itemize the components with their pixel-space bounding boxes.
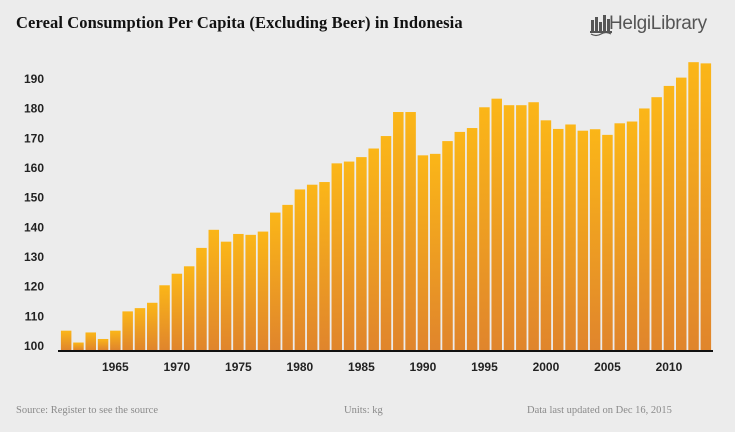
bars-group — [60, 62, 712, 351]
helgi-library-logo[interactable] — [590, 11, 728, 37]
bar-2009[interactable] — [651, 97, 662, 350]
bar-1974[interactable] — [220, 241, 232, 350]
bar-1984[interactable] — [343, 161, 355, 350]
bar-1973[interactable] — [208, 229, 220, 350]
last-updated-note: Data last updated on Dec 16, 2015 — [527, 405, 672, 416]
bar-1982[interactable] — [319, 182, 330, 350]
library-icon — [590, 15, 612, 37]
x-tick-label: 2005 — [594, 360, 621, 374]
y-tick-label: 120 — [24, 280, 44, 294]
bar-1990[interactable] — [417, 155, 429, 350]
x-tick-label: 1985 — [348, 360, 375, 374]
bar-1978[interactable] — [270, 212, 281, 350]
bar-1969[interactable] — [159, 285, 170, 350]
y-tick-label: 100 — [24, 339, 44, 353]
x-tick-label: 1970 — [164, 360, 191, 374]
bar-1981[interactable] — [306, 184, 318, 350]
bar-1972[interactable] — [196, 247, 207, 350]
bar-1996[interactable] — [491, 98, 502, 350]
bar-1979[interactable] — [282, 204, 293, 350]
bar-1961[interactable] — [60, 330, 72, 350]
y-tick-label: 160 — [24, 161, 44, 175]
bar-1988[interactable] — [393, 112, 404, 351]
bar-1998[interactable] — [516, 105, 527, 350]
y-axis-ticks: 100 110 120 130 140 150 160 170 180 190 — [24, 72, 44, 353]
bar-1980[interactable] — [294, 189, 306, 350]
bar-1995[interactable] — [479, 107, 490, 350]
logo-text: HelgiLibrary — [609, 13, 708, 34]
y-tick-label: 170 — [24, 131, 44, 145]
bar-1965[interactable] — [110, 330, 121, 350]
bar-2013[interactable] — [700, 63, 712, 351]
bar-1963[interactable] — [85, 332, 97, 350]
bar-1985[interactable] — [356, 157, 367, 350]
bar-2005[interactable] — [602, 134, 613, 350]
y-tick-label: 130 — [24, 250, 44, 264]
bar-2001[interactable] — [552, 128, 564, 350]
bar-2006[interactable] — [614, 123, 625, 350]
bar-1994[interactable] — [466, 128, 478, 350]
bar-1975[interactable] — [233, 233, 244, 350]
bar-2004[interactable] — [589, 129, 601, 350]
bar-1971[interactable] — [183, 266, 195, 350]
bar-2008[interactable] — [639, 108, 650, 351]
bar-1992[interactable] — [442, 141, 453, 350]
bar-2002[interactable] — [565, 124, 576, 350]
bar-2007[interactable] — [626, 121, 638, 351]
x-tick-label: 1995 — [471, 360, 498, 374]
bar-2000[interactable] — [540, 120, 552, 350]
x-tick-label: 2010 — [656, 360, 683, 374]
bar-1991[interactable] — [429, 153, 441, 350]
bar-2003[interactable] — [577, 130, 589, 350]
bar-1989[interactable] — [405, 112, 416, 351]
bar-1964[interactable] — [97, 338, 109, 350]
x-tick-label: 1980 — [287, 360, 314, 374]
bar-2012[interactable] — [688, 62, 699, 351]
x-tick-label: 1990 — [410, 360, 437, 374]
source-note[interactable]: Source: Register to see the source — [16, 405, 158, 416]
bar-1986[interactable] — [368, 148, 379, 350]
bar-1967[interactable] — [134, 308, 146, 350]
y-tick-label: 140 — [24, 220, 44, 234]
y-tick-label: 180 — [24, 102, 44, 116]
bar-1977[interactable] — [257, 231, 269, 350]
bar-1962[interactable] — [73, 342, 84, 350]
units-note: Units: kg — [344, 405, 383, 416]
bar-1993[interactable] — [454, 131, 466, 350]
x-tick-label: 2000 — [533, 360, 560, 374]
chart-title: Cereal Consumption Per Capita (Excluding… — [16, 13, 463, 32]
y-tick-label: 110 — [25, 309, 45, 323]
y-tick-label: 190 — [24, 72, 44, 86]
bar-1968[interactable] — [147, 302, 158, 350]
bar-1976[interactable] — [245, 234, 256, 350]
bar-1987[interactable] — [380, 136, 392, 350]
bar-1997[interactable] — [503, 105, 515, 350]
bar-1999[interactable] — [528, 102, 539, 350]
bar-1966[interactable] — [122, 311, 133, 350]
y-tick-label: 150 — [24, 191, 44, 205]
x-tick-label: 1965 — [102, 360, 129, 374]
bar-1970[interactable] — [171, 273, 183, 350]
bar-1983[interactable] — [331, 163, 343, 350]
x-axis-ticks: 1965 1970 1975 1980 1985 1990 1995 2000 2005 2010 — [102, 360, 683, 374]
bar-2010[interactable] — [663, 85, 675, 351]
x-tick-label: 1975 — [225, 360, 252, 374]
bar-2011[interactable] — [675, 77, 687, 351]
